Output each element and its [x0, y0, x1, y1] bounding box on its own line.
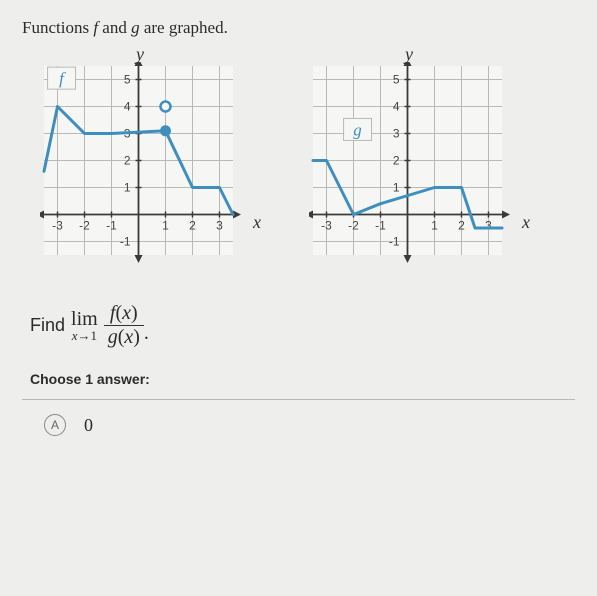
charts-row: -3-2-112312345-1f y x -3-2-112312345-1g … — [40, 62, 575, 268]
lim-subscript: x→1 — [72, 329, 97, 342]
svg-text:1: 1 — [393, 181, 400, 195]
chart-g-x-label: x — [522, 212, 530, 233]
chart-f-x-label: x — [253, 212, 261, 233]
prompt-post: are graphed. — [140, 18, 228, 37]
svg-text:5: 5 — [393, 73, 400, 87]
chart-f-y-label: y — [136, 44, 144, 65]
fraction-numerator: f(x) — [106, 302, 142, 325]
lim-text: lim — [71, 309, 98, 329]
svg-text:2: 2 — [124, 154, 131, 168]
fraction: f(x) g(x) — [104, 302, 144, 349]
num-arg: x — [122, 302, 131, 324]
den-fn: g — [108, 326, 118, 348]
find-expression: Find lim x→1 f(x) g(x) . — [30, 302, 575, 349]
chart-g: -3-2-112312345-1g y x — [309, 62, 518, 268]
svg-text:3: 3 — [216, 219, 223, 233]
lim-sub-arrow: → — [77, 328, 90, 343]
find-word: Find — [30, 315, 65, 336]
chart-f-svg: -3-2-112312345-1f — [40, 62, 249, 263]
svg-text:2: 2 — [458, 219, 465, 233]
num-fn: f — [110, 302, 116, 324]
prompt-mid: and — [98, 18, 131, 37]
svg-text:1: 1 — [431, 219, 438, 233]
svg-text:2: 2 — [393, 154, 400, 168]
svg-text:4: 4 — [124, 100, 131, 114]
svg-text:2: 2 — [189, 219, 196, 233]
svg-text:-1: -1 — [389, 235, 400, 249]
choice-value: 0 — [84, 415, 93, 436]
svg-text:-3: -3 — [321, 219, 332, 233]
chart-g-svg: -3 -2 -1 1 2 3 1 2 3 4 5 -1 g — [309, 62, 518, 263]
svg-text:-1: -1 — [106, 219, 117, 233]
svg-text:-1: -1 — [120, 235, 131, 249]
svg-text:4: 4 — [393, 100, 400, 114]
prompt-text: Functions f and g are graphed. — [22, 18, 575, 38]
fraction-denominator: g(x) — [104, 326, 144, 349]
choose-label: Choose 1 answer: — [30, 371, 575, 387]
svg-text:1: 1 — [162, 219, 169, 233]
svg-text:5: 5 — [124, 73, 131, 87]
lim-sub-val: 1 — [90, 328, 97, 343]
svg-text:g: g — [353, 120, 362, 139]
svg-text:-2: -2 — [348, 219, 359, 233]
answer-choice-a[interactable]: A 0 — [22, 400, 575, 436]
prompt-g: g — [131, 18, 140, 37]
chart-g-y-label: y — [405, 44, 413, 65]
den-arg: x — [124, 326, 133, 348]
svg-text:3: 3 — [393, 127, 400, 141]
prompt-pre: Functions — [22, 18, 93, 37]
svg-text:-1: -1 — [375, 219, 386, 233]
svg-text:-2: -2 — [79, 219, 90, 233]
svg-text:3: 3 — [485, 219, 492, 233]
chart-f: -3-2-112312345-1f y x — [40, 62, 249, 268]
choice-letter-circle: A — [44, 414, 66, 436]
find-period: . — [144, 322, 149, 345]
svg-text:-3: -3 — [52, 219, 63, 233]
limit-operator: lim x→1 — [71, 309, 98, 342]
svg-text:1: 1 — [124, 181, 131, 195]
